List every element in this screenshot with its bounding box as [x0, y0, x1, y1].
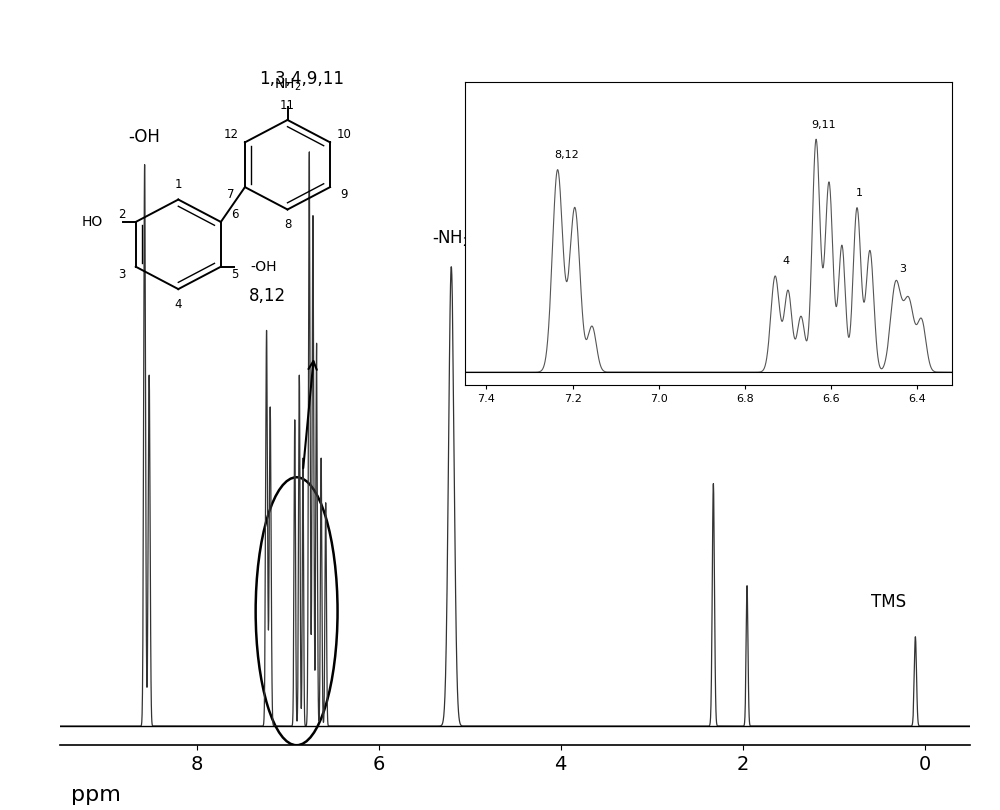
- Text: 8,12: 8,12: [249, 287, 286, 305]
- Text: TMS: TMS: [871, 593, 906, 612]
- Text: 1,3,4,9,11: 1,3,4,9,11: [259, 70, 344, 88]
- Text: -NH$_2$: -NH$_2$: [432, 228, 471, 248]
- Text: -OH: -OH: [129, 127, 161, 146]
- X-axis label: ppm: ppm: [71, 785, 121, 805]
